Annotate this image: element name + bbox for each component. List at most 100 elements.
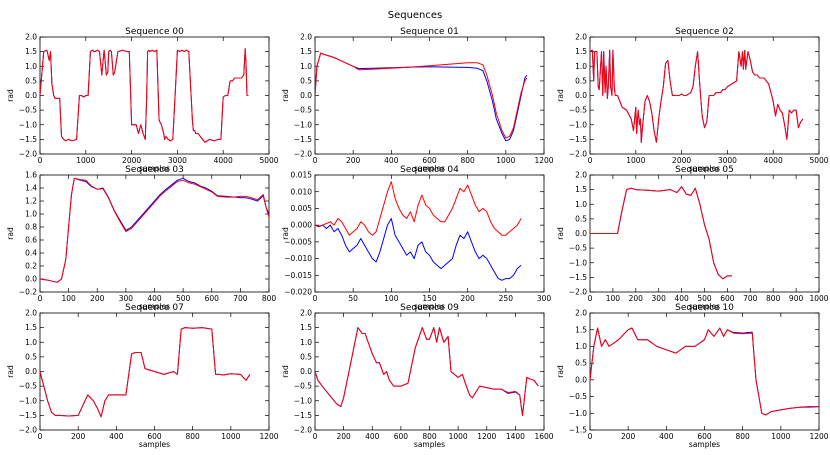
x-tick-label: 2000: [122, 156, 141, 165]
x-tick-label: 800: [422, 432, 437, 441]
x-tick-label: 700: [233, 294, 248, 303]
x-tick-label: 1200: [477, 432, 496, 441]
x-tick-label: 100: [384, 294, 399, 303]
x-tick-label: 600: [205, 294, 220, 303]
x-tick-label: 400: [659, 432, 674, 441]
chart-title: Sequence 05: [675, 165, 734, 175]
x-tick-label: 600: [720, 294, 735, 303]
x-tick-label: 800: [262, 294, 277, 303]
y-tick-label: −0.5: [569, 392, 587, 401]
x-tick-label: 1200: [809, 432, 828, 441]
x-tick-label: 200: [346, 156, 361, 165]
y-tick-label: 1.0: [300, 62, 312, 71]
x-tick-label: 400: [147, 294, 162, 303]
y-axis-label: rad: [556, 365, 565, 378]
y-tick-label: 1.5: [25, 323, 37, 332]
y-tick-label: 0.5: [25, 76, 37, 85]
chart-title: Sequence 10: [675, 303, 734, 313]
y-tick-label: −1.5: [569, 426, 587, 435]
y-tick-label: 0.0: [25, 367, 37, 376]
y-tick-label: 1.6: [25, 171, 37, 180]
x-tick-label: 500: [697, 294, 712, 303]
x-tick-label: 1000: [626, 156, 645, 165]
y-tick-label: 0.2: [25, 262, 37, 271]
x-tick-label: 1000: [809, 294, 828, 303]
y-tick-label: 0.5: [25, 352, 37, 361]
series-group: [590, 327, 819, 416]
x-tick-label: 900: [789, 294, 804, 303]
y-tick-label: −0.5: [294, 106, 312, 115]
y-tick-label: −1.0: [294, 396, 312, 405]
y-tick-label: −1.5: [19, 135, 37, 144]
series-line-red: [40, 177, 269, 283]
y-tick-label: 0.5: [300, 76, 312, 85]
chart-panel: 0 200 400 600 800 1000 1200 −2.0 −1.5 −1.0 −0.5 0.0…: [281, 27, 554, 173]
y-axis-label: rad: [556, 227, 565, 240]
y-tick-label: 2.0: [575, 171, 587, 180]
y-tick-label: −1.0: [294, 120, 312, 129]
y-tick-label: 0.010: [291, 187, 313, 196]
y-tick-label: −1.5: [569, 135, 587, 144]
x-tick-label: 0: [38, 294, 43, 303]
x-tick-label: 0: [313, 156, 318, 165]
x-axis-label: samples: [689, 440, 720, 449]
y-tick-label: −1.0: [569, 409, 587, 418]
y-tick-label: 1.5: [300, 323, 312, 332]
y-axis-label: rad: [556, 89, 565, 102]
x-tick-label: 1200: [259, 432, 278, 441]
y-tick-label: 1.4: [25, 184, 37, 193]
chart-panel: 0 100 200 300 400 500 600 700 800 −0.2 0.0 0.2 0.4 0.…: [6, 165, 276, 311]
y-tick-label: 2.0: [300, 33, 312, 42]
series-line-red: [590, 186, 732, 280]
y-tick-label: −0.2: [19, 288, 37, 297]
x-tick-label: 500: [176, 294, 191, 303]
x-tick-label: 1000: [449, 432, 468, 441]
y-tick-label: 1.5: [575, 47, 587, 56]
x-tick-label: 800: [766, 294, 781, 303]
series-line-red: [40, 48, 249, 143]
y-tick-label: −2.0: [294, 150, 312, 159]
y-tick-label: −0.5: [569, 106, 587, 115]
x-tick-label: 1000: [221, 432, 240, 441]
chart-title: Sequence 03: [125, 165, 184, 175]
x-axis-label: samples: [414, 302, 445, 311]
series-group: [315, 52, 528, 142]
x-tick-label: 600: [394, 432, 409, 441]
x-tick-label: 2000: [672, 156, 691, 165]
y-tick-label: −0.010: [284, 254, 312, 263]
x-tick-label: 0: [588, 432, 593, 441]
y-tick-label: −2.0: [569, 150, 587, 159]
y-tick-label: 0.6: [25, 236, 37, 245]
x-tick-label: 200: [90, 294, 105, 303]
y-tick-label: −1.5: [19, 411, 37, 420]
chart-panel: 0 1000 2000 3000 4000 5000 −2.0 −1.5 −1.0 −0.5 0.0…: [6, 27, 279, 173]
x-tick-label: 400: [384, 156, 399, 165]
y-tick-label: −1.5: [569, 273, 587, 282]
x-tick-label: 0: [588, 156, 593, 165]
y-tick-label: 0.5: [575, 214, 587, 223]
y-tick-label: −1.0: [19, 396, 37, 405]
x-tick-label: 4000: [214, 156, 233, 165]
series-group: [315, 181, 522, 281]
y-tick-label: −1.0: [569, 120, 587, 129]
y-axis-label: rad: [281, 365, 290, 378]
series-group: [40, 327, 251, 418]
y-tick-label: 2.0: [575, 309, 587, 318]
y-tick-label: 0.5: [575, 76, 587, 85]
series-line-red: [315, 181, 522, 236]
x-tick-label: 1200: [534, 156, 553, 165]
chart-title: Sequence 09: [400, 303, 459, 313]
y-tick-label: −0.015: [284, 271, 312, 280]
x-tick-label: 600: [697, 432, 712, 441]
x-axis-label: samples: [414, 164, 445, 173]
chart-panel: 0 50 100 150 200 250 300 −0.020 −0.015 −0.010 −0.0…: [281, 165, 551, 311]
x-tick-label: 1000: [76, 156, 95, 165]
plot-frame: [589, 312, 820, 431]
series-line-red: [315, 52, 528, 139]
y-tick-label: 0.015: [291, 171, 313, 180]
y-tick-label: −2.0: [569, 288, 587, 297]
x-tick-label: 0: [38, 156, 43, 165]
series-group: [40, 48, 249, 143]
chart-title: Sequence 00: [125, 27, 184, 37]
x-axis-label: samples: [689, 302, 720, 311]
